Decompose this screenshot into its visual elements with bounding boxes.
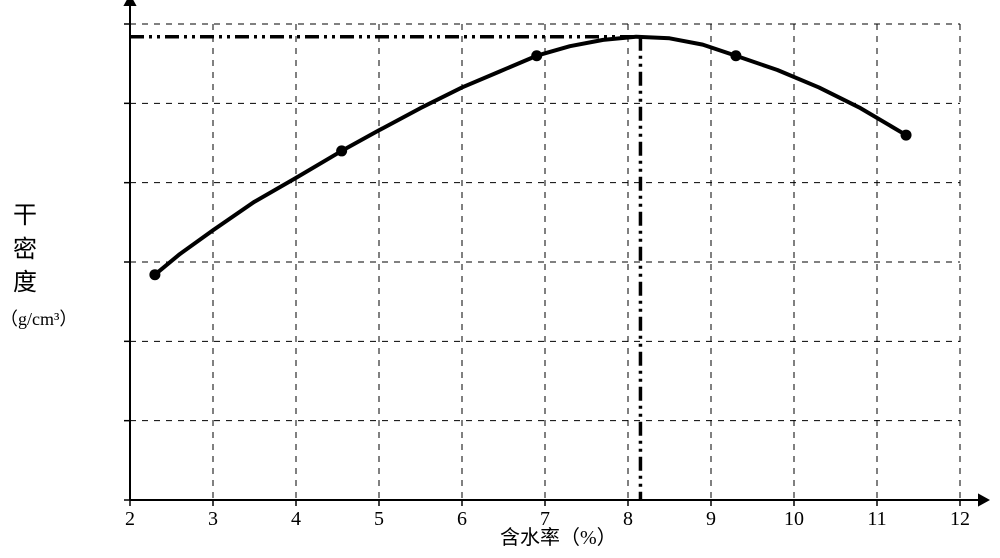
- x-tick-label: 9: [706, 508, 716, 531]
- chart-container: 干密度 （g/cm³） 含水率（%） 1.801.851.901.952.002…: [0, 0, 1000, 558]
- x-tick-label: 10: [784, 508, 804, 531]
- x-tick-label: 12: [950, 508, 970, 531]
- x-tick-label: 2: [125, 508, 135, 531]
- x-tick-label: 11: [867, 508, 886, 531]
- x-tick-label: 8: [623, 508, 633, 531]
- x-tick-label: 5: [374, 508, 384, 531]
- x-tick-label: 4: [291, 508, 301, 531]
- chart-svg: [0, 0, 1000, 558]
- x-tick-label: 6: [457, 508, 467, 531]
- x-tick-label: 7: [540, 508, 550, 531]
- x-tick-label: 3: [208, 508, 218, 531]
